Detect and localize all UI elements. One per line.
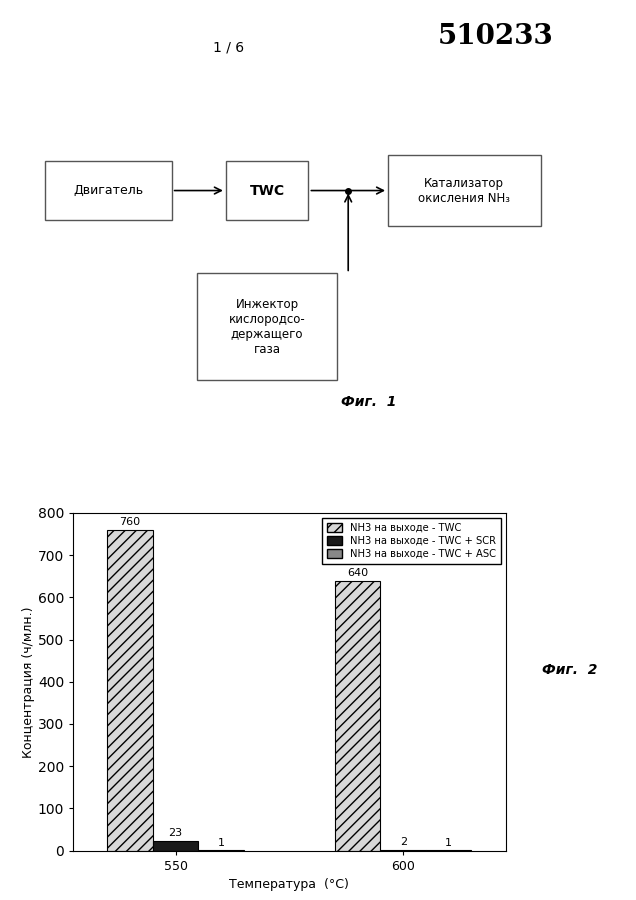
Text: Фиг.  2: Фиг. 2: [541, 663, 597, 678]
Text: 510233: 510233: [438, 22, 554, 50]
X-axis label: Температура  (°C): Температура (°C): [230, 878, 349, 891]
Text: 1: 1: [445, 838, 452, 848]
Text: Инжектор
кислородсо-
держащего
газа: Инжектор кислородсо- держащего газа: [229, 298, 305, 356]
Text: 23: 23: [169, 828, 183, 838]
Text: Катализатор
окисления NH₃: Катализатор окисления NH₃: [418, 176, 510, 204]
Text: TWC: TWC: [249, 184, 285, 197]
Text: 640: 640: [347, 568, 368, 578]
Text: 1: 1: [218, 838, 225, 848]
Text: 760: 760: [120, 518, 141, 527]
Bar: [197, 274, 337, 380]
Bar: [335, 580, 380, 850]
Text: Фиг.  1: Фиг. 1: [341, 395, 397, 410]
Bar: [107, 530, 153, 850]
Y-axis label: Концентрация (ч/млн.): Концентрация (ч/млн.): [22, 606, 35, 758]
Bar: [388, 155, 541, 226]
Legend: NH3 на выходе - TWC, NH3 на выходе - TWC + SCR, NH3 на выходе - TWC + ASC: NH3 на выходе - TWC, NH3 на выходе - TWC…: [322, 518, 501, 564]
Bar: [45, 161, 172, 220]
Text: 2: 2: [399, 837, 407, 847]
Text: Двигатель: Двигатель: [73, 184, 143, 197]
Bar: [153, 841, 198, 850]
Bar: [226, 161, 308, 220]
Text: 1 / 6: 1 / 6: [214, 40, 244, 55]
